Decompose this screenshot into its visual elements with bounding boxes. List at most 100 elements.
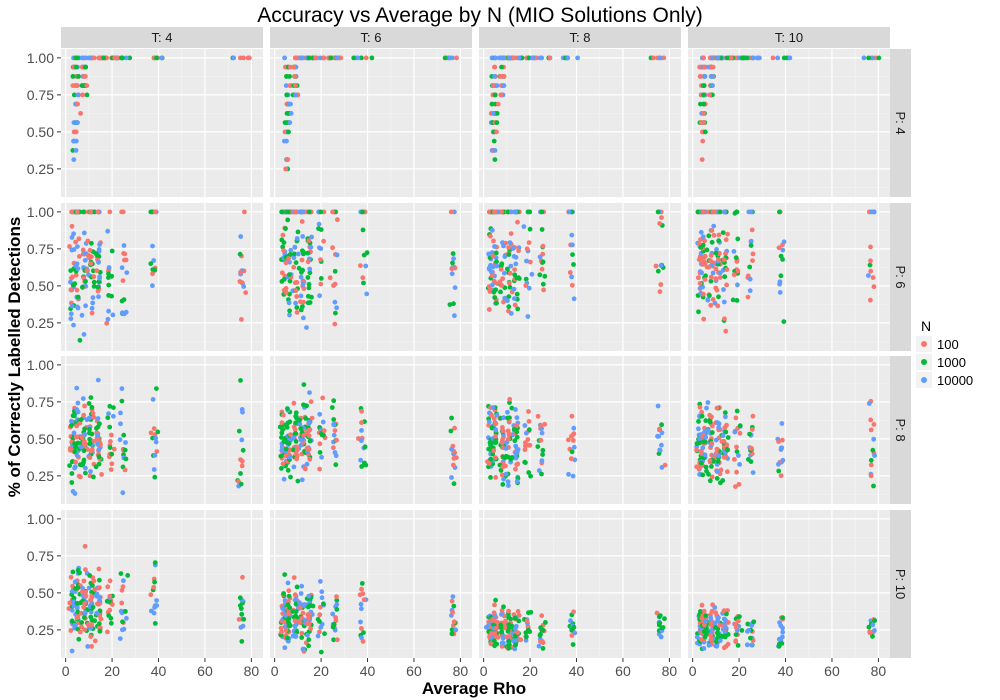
data-point (523, 283, 529, 288)
data-point (91, 55, 97, 61)
data-point (725, 447, 731, 453)
data-point (500, 276, 506, 281)
data-point (279, 209, 284, 215)
data-point (320, 419, 326, 425)
data-point (447, 302, 453, 307)
data-point (704, 405, 709, 411)
data-point (91, 414, 97, 420)
y-tick-label: 0.25 (27, 315, 54, 331)
data-point (297, 600, 302, 606)
data-point (94, 425, 99, 431)
x-tick-label: 80 (871, 663, 887, 679)
data-point (85, 622, 91, 627)
data-point (286, 256, 291, 261)
data-point (491, 238, 496, 244)
data-point (504, 440, 509, 445)
data-point (508, 311, 514, 316)
data-point (721, 645, 727, 651)
x-tick-label: 80 (453, 663, 469, 679)
data-point (514, 429, 520, 435)
data-point (120, 619, 125, 625)
data-point (499, 608, 505, 613)
points (67, 209, 249, 343)
data-point (299, 583, 305, 589)
data-point (494, 120, 500, 125)
points (70, 55, 252, 163)
data-point (454, 55, 459, 61)
data-point (75, 120, 80, 125)
panel-t6-p10 (270, 510, 472, 658)
data-point (570, 473, 576, 479)
data-point (733, 484, 738, 489)
data-point (236, 428, 242, 434)
data-point (127, 55, 133, 61)
data-point (87, 573, 93, 578)
data-point (282, 645, 288, 651)
data-point (491, 610, 497, 616)
data-point (301, 382, 307, 387)
data-point (331, 445, 336, 451)
data-point (292, 74, 298, 79)
data-point (293, 431, 298, 436)
data-point (721, 287, 726, 292)
legend-label-1000: 1000 (937, 355, 966, 370)
data-point (279, 629, 284, 635)
data-point (307, 612, 313, 618)
data-point (294, 310, 300, 315)
column-strip-label: T: 4 (152, 30, 173, 45)
data-point (516, 248, 521, 254)
data-point (713, 285, 719, 291)
data-point (507, 240, 513, 246)
data-point (734, 469, 739, 475)
data-point (351, 55, 357, 61)
data-point (237, 279, 243, 284)
data-point (86, 585, 92, 591)
data-point (75, 266, 81, 271)
data-point (84, 83, 90, 88)
data-point (537, 254, 543, 260)
data-point (868, 473, 874, 479)
data-point (528, 473, 533, 479)
data-point (83, 589, 88, 595)
data-point (870, 55, 875, 61)
data-point (497, 279, 503, 285)
data-point (498, 266, 504, 272)
row-strip-label: P: 4 (893, 111, 908, 134)
data-point (109, 451, 115, 457)
x-tick-label: 0 (271, 663, 279, 679)
data-point (238, 606, 244, 611)
data-point (359, 626, 364, 631)
data-point (83, 470, 88, 476)
data-point (88, 55, 94, 61)
data-point (79, 624, 84, 630)
data-point (535, 413, 541, 419)
data-point (503, 471, 509, 477)
x-tick-label: 20 (522, 663, 538, 679)
data-point (491, 289, 497, 295)
data-point (291, 575, 297, 580)
data-point (361, 280, 366, 286)
data-point (299, 437, 304, 443)
data-point (700, 445, 706, 451)
data-point (71, 231, 76, 237)
data-point (515, 630, 521, 635)
data-point (505, 266, 510, 272)
data-point (498, 289, 503, 295)
data-point (279, 447, 285, 453)
data-point (709, 608, 715, 614)
data-point (73, 434, 79, 440)
data-point (89, 240, 94, 246)
data-point (513, 455, 519, 461)
data-point (293, 288, 299, 293)
data-point (97, 577, 102, 583)
data-point (282, 624, 288, 630)
data-point (96, 247, 102, 252)
row-strip (890, 49, 911, 197)
data-point (501, 243, 506, 249)
data-point (514, 479, 520, 484)
data-point (119, 587, 125, 593)
data-point (74, 615, 80, 621)
data-point (514, 291, 520, 297)
data-point (568, 456, 574, 462)
data-point (77, 337, 83, 343)
